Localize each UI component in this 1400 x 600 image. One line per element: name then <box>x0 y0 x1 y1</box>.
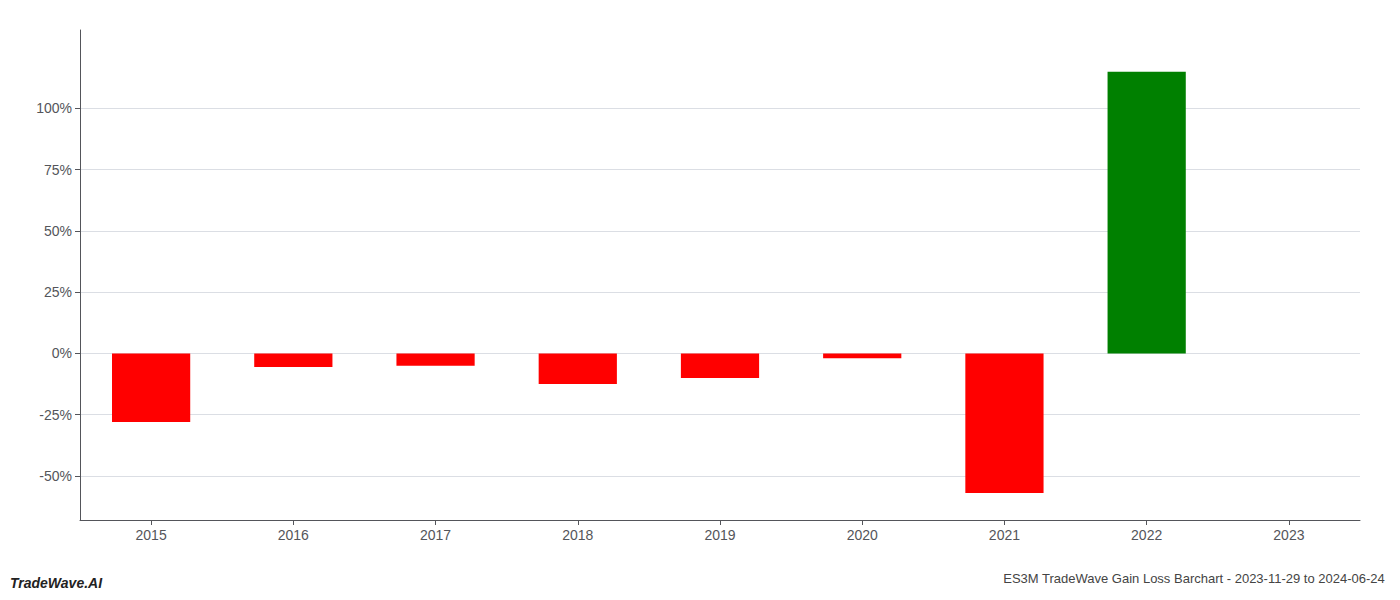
svg-text:75%: 75% <box>44 162 72 178</box>
svg-text:2015: 2015 <box>136 527 167 543</box>
svg-text:2018: 2018 <box>562 527 593 543</box>
svg-text:2021: 2021 <box>989 527 1020 543</box>
svg-text:2023: 2023 <box>1273 527 1304 543</box>
svg-text:50%: 50% <box>44 223 72 239</box>
svg-text:100%: 100% <box>36 100 72 116</box>
svg-text:-50%: -50% <box>39 468 72 484</box>
svg-text:2016: 2016 <box>278 527 309 543</box>
svg-text:2020: 2020 <box>847 527 878 543</box>
svg-text:25%: 25% <box>44 284 72 300</box>
svg-text:ES3M TradeWave Gain Loss Barch: ES3M TradeWave Gain Loss Barchart - 2023… <box>1003 571 1385 586</box>
svg-text:2019: 2019 <box>704 527 735 543</box>
svg-text:TradeWave.AI: TradeWave.AI <box>10 575 103 591</box>
svg-text:2017: 2017 <box>420 527 451 543</box>
svg-text:-25%: -25% <box>39 407 72 423</box>
svg-text:2022: 2022 <box>1131 527 1162 543</box>
svg-text:0%: 0% <box>52 345 72 361</box>
